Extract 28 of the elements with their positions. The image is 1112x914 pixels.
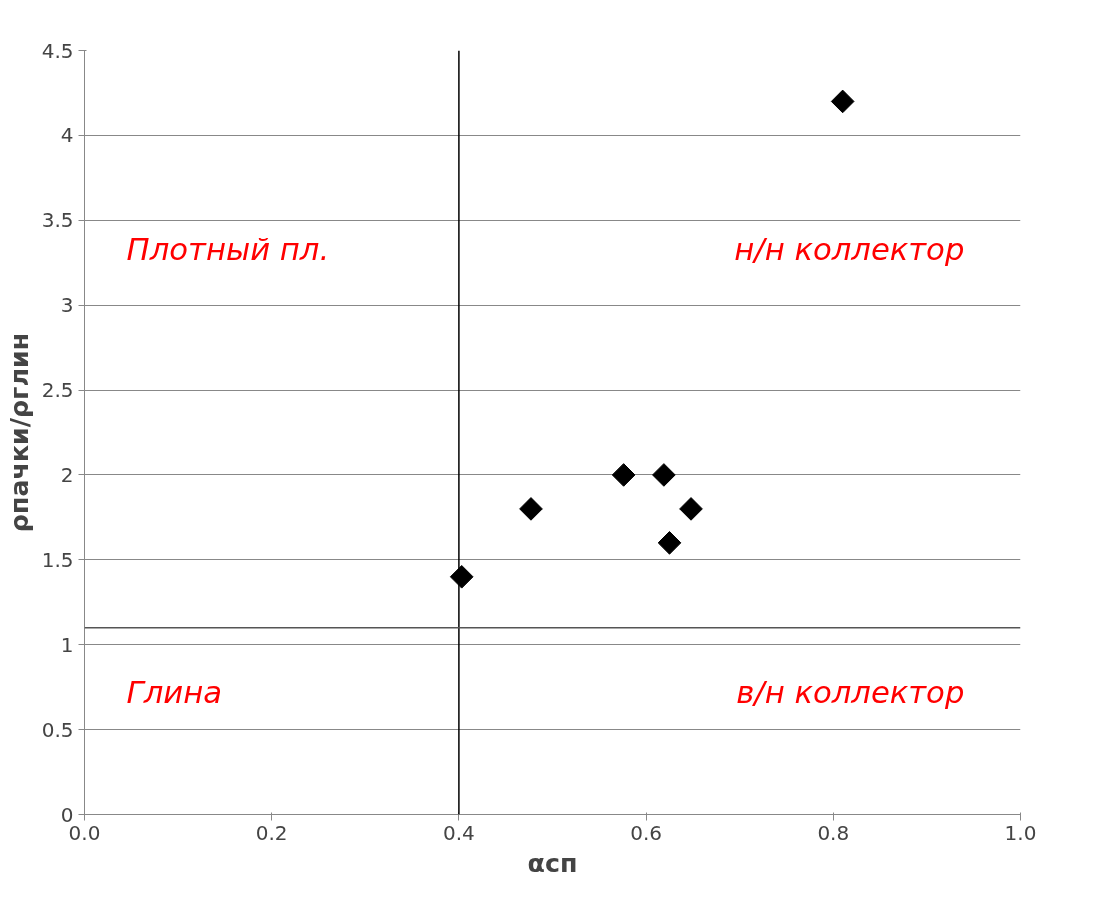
y-axis-title: ρпачки/ρглин — [3, 332, 34, 533]
y-tick-label: 0.5 — [41, 717, 74, 742]
x-tick-label: 0.4 — [443, 820, 475, 845]
x-axis-title: αсп — [527, 847, 578, 878]
x-tick-label: 0.8 — [817, 820, 850, 845]
annotation: н/н коллектор — [734, 231, 965, 267]
point — [679, 497, 703, 521]
x-tick-label: 0.6 — [630, 820, 663, 845]
y-tick-label: 1 — [60, 632, 74, 657]
y-tick-label: 2.5 — [41, 378, 74, 403]
y-tick-label: 2 — [60, 462, 74, 487]
point — [830, 89, 855, 114]
annotation: Плотный пл. — [126, 231, 330, 267]
y-tick-label: 4 — [60, 123, 74, 148]
x-tick-label: 1.0 — [1004, 820, 1037, 845]
y-tick-label: 0 — [60, 802, 74, 827]
y-tick-label: 4.5 — [41, 38, 74, 63]
annotation: в/н коллектор — [736, 674, 965, 710]
annotation: Глина — [126, 674, 223, 710]
point — [657, 531, 682, 555]
point — [449, 565, 474, 589]
y-tick-label: 1.5 — [41, 547, 74, 572]
y-tick-label: 3 — [60, 293, 74, 318]
point — [611, 463, 636, 487]
point — [519, 497, 543, 521]
y-tick-label: 3.5 — [41, 208, 74, 233]
point — [652, 463, 676, 487]
x-tick-label: 0.2 — [255, 820, 288, 845]
